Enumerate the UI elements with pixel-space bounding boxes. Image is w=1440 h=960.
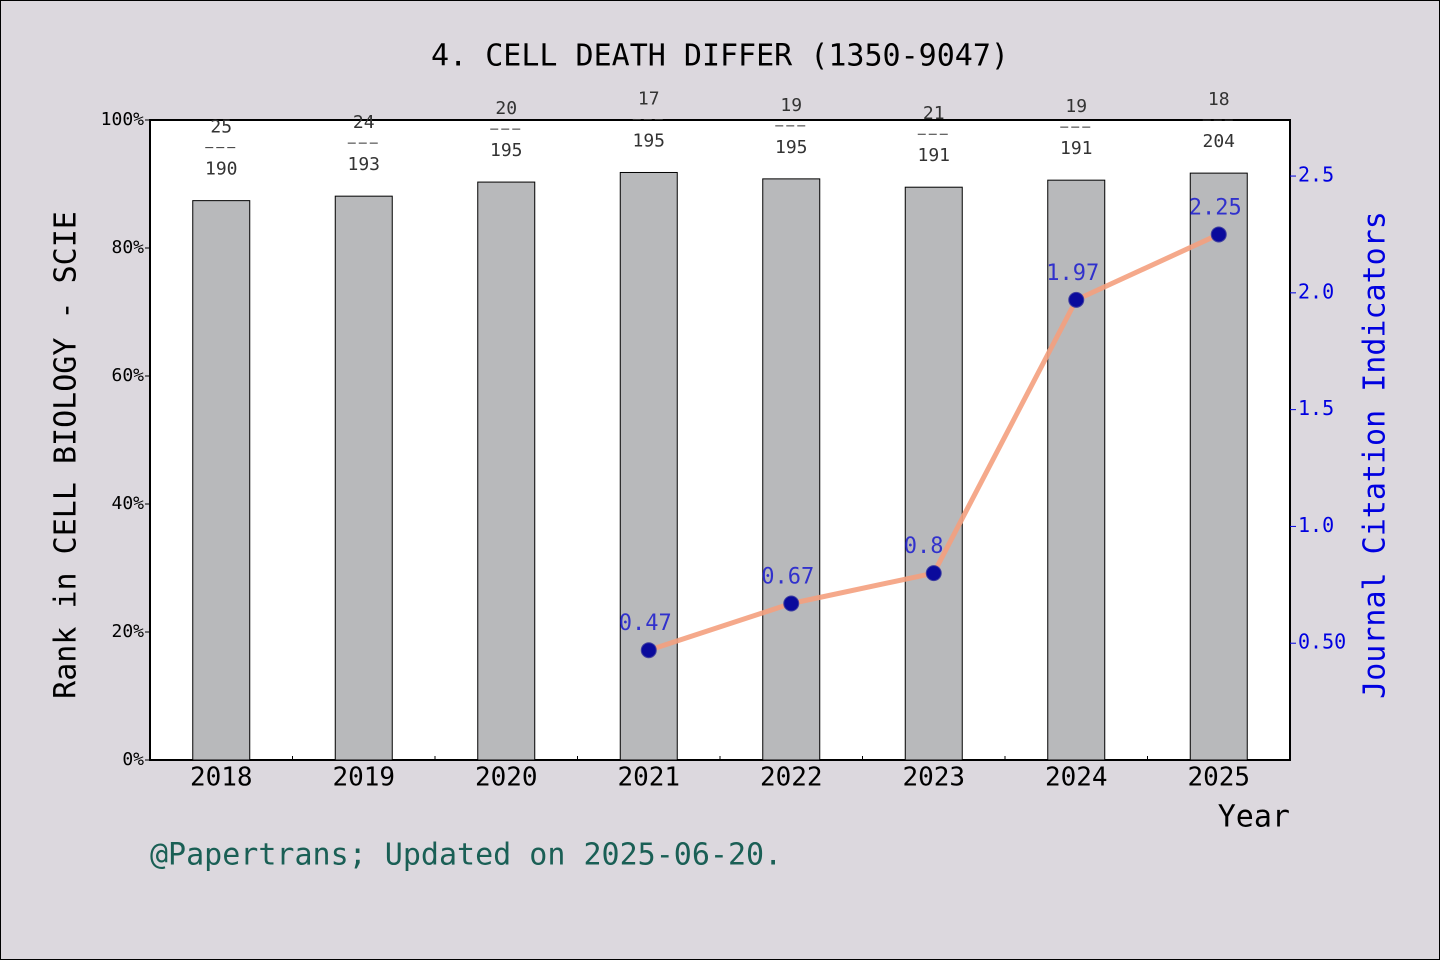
bar — [192, 200, 251, 761]
chart-title: 4. CELL DEATH DIFFER (1350-9047) — [431, 39, 1009, 74]
value-label: 0.67 — [761, 565, 814, 590]
bar — [904, 186, 963, 761]
point — [640, 642, 657, 659]
total-label: 195 — [490, 140, 523, 161]
bar — [1047, 179, 1106, 761]
total-label: 204 — [1202, 131, 1235, 152]
value-label: 0.8 — [904, 534, 944, 559]
y-tick-label: 60% — [111, 365, 144, 386]
rank-label: 19 — [1065, 96, 1087, 117]
bar — [762, 178, 821, 761]
point — [1068, 291, 1085, 308]
y-tick-label: 20% — [111, 621, 144, 642]
plot-area — [149, 119, 1291, 761]
y-axis-label: Rank in CELL BIOLOGY - SCIE — [49, 211, 84, 699]
total-label: 191 — [1060, 138, 1093, 159]
value-label: 2.25 — [1189, 195, 1242, 220]
bar — [619, 171, 678, 761]
y2-tick-label: 2.0 — [1298, 279, 1334, 303]
rank-label: 21 — [923, 103, 945, 124]
x-tick-label: 2018 — [190, 763, 253, 793]
x-tick-label: 2022 — [760, 763, 823, 793]
footer: @Papertrans; Updated on 2025-06-20. — [150, 838, 782, 873]
rank-label: 25 — [210, 117, 232, 138]
bar — [334, 195, 393, 761]
x-tick-label: 2024 — [1045, 763, 1108, 793]
bar — [1189, 172, 1248, 761]
y2-axis-label: Journal Citation Indicators — [1358, 211, 1393, 699]
rank-label: 17 — [638, 88, 660, 109]
x-tick-label: 2019 — [332, 763, 395, 793]
point — [783, 595, 800, 612]
total-label: 193 — [347, 154, 380, 175]
y2-tick-label: 1.5 — [1298, 396, 1334, 420]
rank-label: 20 — [495, 98, 517, 119]
total-label: 195 — [775, 137, 808, 158]
point — [1210, 226, 1227, 243]
y2-tick-label: 0.50 — [1298, 630, 1346, 654]
rank-label: 19 — [780, 95, 802, 116]
value-label: 0.47 — [619, 611, 672, 636]
total-label: 190 — [205, 159, 238, 180]
rank-label: 18 — [1208, 89, 1230, 110]
y2-tick-label: 2.5 — [1298, 163, 1334, 187]
y2-tick-label: 1.0 — [1298, 513, 1334, 537]
y-tick-label: 40% — [111, 493, 144, 514]
y-tick-label: 0% — [122, 749, 144, 770]
bar — [477, 181, 536, 761]
x-tick-label: 2020 — [475, 763, 538, 793]
total-label: 195 — [632, 130, 665, 151]
x-tick-label: 2025 — [1187, 763, 1250, 793]
x-tick-label: 2021 — [617, 763, 680, 793]
value-label: 1.97 — [1046, 261, 1099, 286]
x-axis-label: Year — [1218, 800, 1290, 835]
rank-label: 24 — [353, 112, 375, 133]
point — [925, 565, 942, 582]
y-tick-label: 100% — [101, 109, 145, 130]
x-tick-label: 2023 — [902, 763, 965, 793]
total-label: 191 — [917, 145, 950, 166]
y-tick-label: 80% — [111, 237, 144, 258]
